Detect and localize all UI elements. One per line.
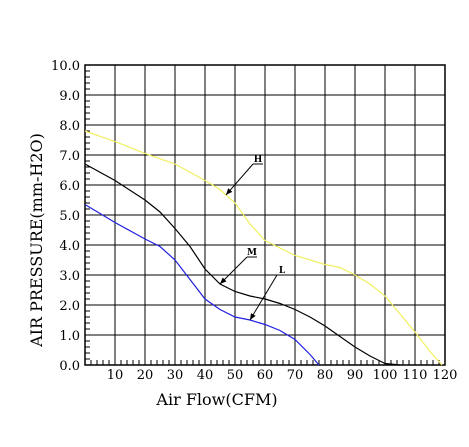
- x-tick-label: 110: [403, 368, 428, 383]
- y-tick-label: 10.0: [51, 59, 80, 74]
- y-tick-label: 8.0: [59, 119, 80, 134]
- annotation-label-m: M: [247, 248, 257, 258]
- x-tick-label: 40: [197, 368, 214, 383]
- x-tick-label: 60: [257, 368, 274, 383]
- x-tick-label: 80: [317, 368, 334, 383]
- x-tick-label: 100: [373, 368, 398, 383]
- x-tick-label: 90: [347, 368, 364, 383]
- annotation-leader-h: [225, 163, 254, 196]
- y-tick-label: 5.0: [59, 209, 80, 224]
- y-tick-label: 9.0: [59, 89, 80, 104]
- series-lines: [84, 130, 443, 366]
- minor-ticks: [85, 70, 440, 365]
- series-line-m: [84, 163, 401, 366]
- annotation-arrowhead-m: [220, 277, 227, 284]
- y-tick-label: 0.0: [59, 359, 80, 374]
- annotation-label-h: H: [254, 155, 263, 165]
- tick-labels: 10 20 30 40 50 60 70 80 90 100 110 120 0.0 1.0 2.0 3.0 4…: [51, 59, 457, 383]
- x-axis-title: Air Flow(CFM): [155, 390, 277, 409]
- grid-lines: [85, 65, 445, 365]
- y-tick-label: 2.0: [59, 299, 80, 314]
- x-tick-label: 70: [287, 368, 304, 383]
- x-tick-label: 120: [433, 368, 458, 383]
- series-annotations: H M L: [219, 155, 287, 321]
- annotation-arrowhead-l: [250, 313, 256, 320]
- y-tick-label: 3.0: [59, 269, 80, 284]
- annotation-leader-l: [249, 274, 278, 321]
- series-line-l: [84, 203, 320, 366]
- y-tick-label: 7.0: [59, 149, 80, 164]
- y-tick-label: 1.0: [59, 329, 80, 344]
- x-tick-label: 10: [107, 368, 124, 383]
- series-line-h: [84, 130, 443, 366]
- x-tick-label: 20: [137, 368, 154, 383]
- annotation-arrowhead-h: [226, 188, 233, 195]
- x-tick-label: 50: [227, 368, 244, 383]
- annotation-label-l: L: [279, 266, 286, 276]
- y-tick-label: 4.0: [59, 239, 80, 254]
- y-axis-title: AIR PRESSURE(mm-H2O): [27, 133, 46, 348]
- y-tick-label: 6.0: [59, 179, 80, 194]
- x-tick-label: 30: [167, 368, 184, 383]
